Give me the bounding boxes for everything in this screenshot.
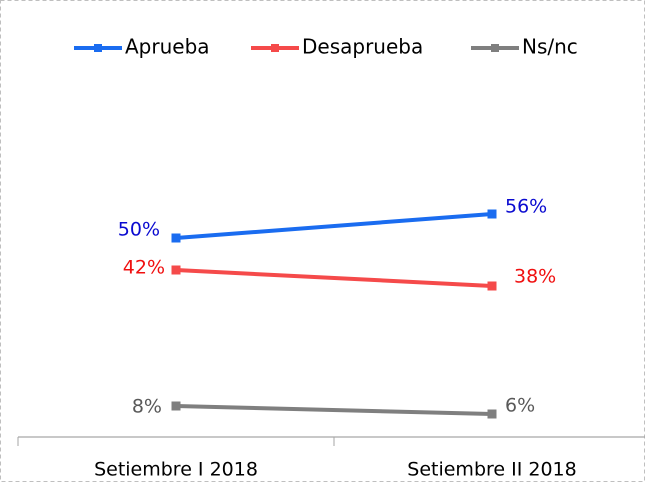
point-marker	[171, 401, 181, 411]
value-label: 6%	[505, 395, 535, 417]
series-line	[175, 212, 493, 240]
point-marker	[487, 209, 497, 219]
x-tick-label: Setiembre II 2018	[407, 459, 576, 481]
value-label: 38%	[514, 266, 556, 288]
point-marker	[487, 281, 497, 291]
point-marker	[171, 265, 181, 275]
value-label: 42%	[123, 257, 165, 279]
series-line	[175, 404, 493, 416]
legend-label: Ns/nc	[522, 35, 578, 59]
legend-marker	[271, 44, 279, 52]
point-marker	[171, 233, 181, 243]
point-marker	[487, 409, 497, 419]
value-label: 56%	[505, 196, 547, 218]
legend-label: Aprueba	[125, 35, 210, 59]
legend-marker	[94, 44, 102, 52]
legend-marker	[491, 44, 499, 52]
legend-label: Desaprueba	[302, 35, 423, 59]
value-label: 8%	[132, 396, 162, 418]
x-tick-label: Setiembre I 2018	[94, 459, 258, 481]
series-line	[175, 268, 493, 288]
value-label: 50%	[118, 219, 160, 241]
